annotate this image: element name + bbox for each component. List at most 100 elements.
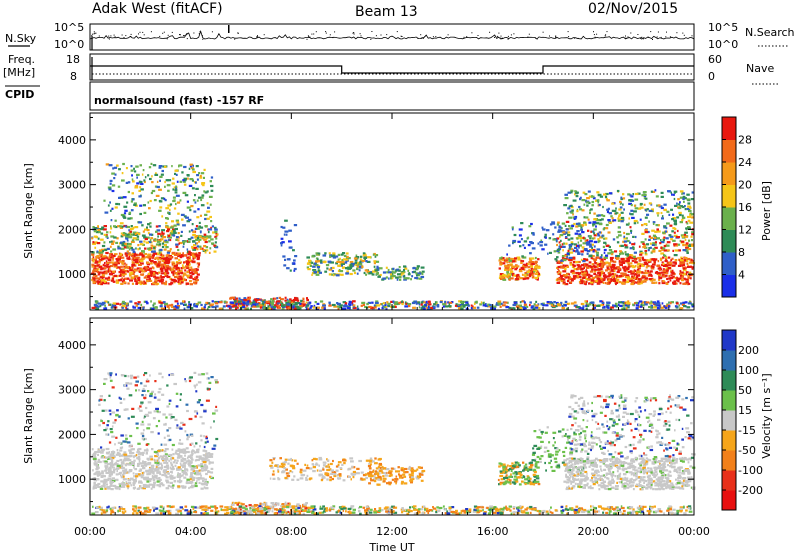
power-cell <box>102 273 104 276</box>
power-cell <box>158 243 162 246</box>
velocity-cell <box>194 484 198 488</box>
velocity-cell <box>99 460 102 464</box>
power-cell <box>563 204 567 207</box>
power-cell <box>109 209 112 212</box>
velocity-cell <box>118 472 121 475</box>
power-cell <box>337 307 340 310</box>
velocity-cell <box>104 460 108 463</box>
power-cell <box>181 218 184 221</box>
power-cell <box>602 205 604 209</box>
power-cell <box>580 258 583 261</box>
power-cell <box>651 278 656 281</box>
power-cell <box>629 212 631 215</box>
power-cell <box>175 268 178 271</box>
power-cell <box>572 275 577 278</box>
power-cell <box>323 307 326 310</box>
power-cell <box>180 261 183 264</box>
power-cell <box>122 268 125 271</box>
power-cell <box>662 262 665 265</box>
power-cell <box>266 307 270 310</box>
power-cell <box>676 276 678 279</box>
power-cell <box>680 259 684 262</box>
power-cell <box>166 260 171 263</box>
power-cell <box>133 167 135 170</box>
velocity-cell <box>198 455 202 458</box>
nsearch-dot <box>380 34 382 36</box>
power-cell <box>125 235 129 238</box>
power-cell <box>354 261 358 264</box>
power-cell <box>161 257 164 260</box>
power-cell <box>605 192 609 196</box>
power-cell <box>624 276 628 279</box>
power-cell <box>147 272 151 275</box>
velocity-cell <box>172 465 174 469</box>
power-cell <box>630 272 634 275</box>
power-cell <box>489 305 494 308</box>
power-cell <box>531 305 535 308</box>
power-cell <box>157 282 160 285</box>
power-cell <box>97 280 101 283</box>
velocity-cell <box>160 468 163 471</box>
power-cell <box>585 259 589 262</box>
velocity-cell <box>210 461 214 464</box>
power-cell <box>346 306 350 310</box>
power-cell <box>200 196 204 199</box>
velocity-cell <box>179 480 183 483</box>
power-cell <box>363 271 366 275</box>
power-cell <box>684 278 689 281</box>
power-cell <box>557 265 561 269</box>
power-cell <box>239 299 244 302</box>
power-cell <box>509 270 514 273</box>
power-cell <box>673 254 678 257</box>
power-cell <box>612 273 617 276</box>
power-cell <box>253 302 257 305</box>
nsearch-dot <box>185 34 187 36</box>
power-cell <box>128 236 133 239</box>
power-cell <box>615 254 618 258</box>
power-cell <box>582 305 585 308</box>
power-cell <box>532 232 535 235</box>
nsky-line <box>89 30 695 40</box>
power-cell <box>353 306 357 310</box>
power-cell <box>674 259 678 262</box>
nsearch-dot <box>499 37 501 39</box>
power-cell <box>673 243 677 246</box>
power-cell <box>134 279 136 282</box>
power-cell <box>179 199 182 202</box>
power-cell <box>398 269 401 272</box>
power-cell <box>305 301 308 304</box>
power-cell <box>325 264 330 267</box>
power-cell <box>263 301 266 304</box>
power-cell <box>637 221 639 224</box>
freq-unit-label: [MHz] <box>3 66 35 79</box>
velocity-cell <box>165 479 169 482</box>
power-cell <box>621 282 625 285</box>
velocity-cell <box>94 451 97 454</box>
power-cell <box>367 301 372 304</box>
power-cell <box>610 258 612 261</box>
velocity-cell <box>169 466 172 469</box>
power-cell <box>110 219 113 222</box>
power-cell <box>670 191 672 194</box>
power-cell <box>533 272 535 275</box>
power-cell <box>674 244 679 247</box>
power-cell <box>561 276 563 279</box>
velocity-cell <box>138 474 141 477</box>
power-cell <box>523 246 526 249</box>
velocity-cell <box>154 455 158 458</box>
velocity-cell <box>180 448 184 451</box>
nsearch-dot <box>94 32 96 34</box>
power-cell <box>655 224 659 227</box>
power-cell <box>196 242 199 245</box>
power-cell <box>173 280 177 283</box>
power-cell <box>246 307 249 310</box>
power-cell <box>518 234 522 237</box>
power-cell <box>637 192 641 195</box>
power-cell <box>119 269 122 272</box>
power-cell <box>628 199 632 202</box>
power-cell <box>682 192 685 195</box>
nsearch-dot <box>183 35 185 37</box>
velocity-cell <box>97 485 101 488</box>
velocity-cell <box>170 467 173 470</box>
power-cell <box>574 243 577 246</box>
